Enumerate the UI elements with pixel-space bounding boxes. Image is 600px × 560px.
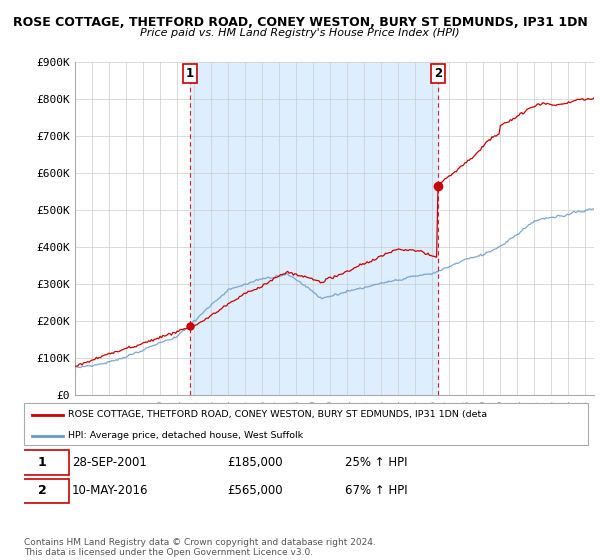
- FancyBboxPatch shape: [16, 450, 69, 475]
- Text: Contains HM Land Registry data © Crown copyright and database right 2024.
This d: Contains HM Land Registry data © Crown c…: [24, 538, 376, 557]
- Text: 1: 1: [38, 456, 47, 469]
- Text: £565,000: £565,000: [227, 484, 283, 497]
- Text: 10-MAY-2016: 10-MAY-2016: [72, 484, 148, 497]
- Text: 2: 2: [434, 67, 443, 80]
- FancyBboxPatch shape: [16, 479, 69, 503]
- Text: ROSE COTTAGE, THETFORD ROAD, CONEY WESTON, BURY ST EDMUNDS, IP31 1DN: ROSE COTTAGE, THETFORD ROAD, CONEY WESTO…: [13, 16, 587, 29]
- Text: Price paid vs. HM Land Registry's House Price Index (HPI): Price paid vs. HM Land Registry's House …: [140, 28, 460, 38]
- Text: ROSE COTTAGE, THETFORD ROAD, CONEY WESTON, BURY ST EDMUNDS, IP31 1DN (deta: ROSE COTTAGE, THETFORD ROAD, CONEY WESTO…: [68, 410, 487, 419]
- Text: 2: 2: [38, 484, 47, 497]
- Text: 67% ↑ HPI: 67% ↑ HPI: [346, 484, 408, 497]
- Text: £185,000: £185,000: [227, 456, 283, 469]
- Text: 28-SEP-2001: 28-SEP-2001: [72, 456, 147, 469]
- Text: 1: 1: [186, 67, 194, 80]
- Bar: [190, 62, 439, 395]
- Text: HPI: Average price, detached house, West Suffolk: HPI: Average price, detached house, West…: [68, 431, 303, 441]
- Text: 25% ↑ HPI: 25% ↑ HPI: [346, 456, 408, 469]
